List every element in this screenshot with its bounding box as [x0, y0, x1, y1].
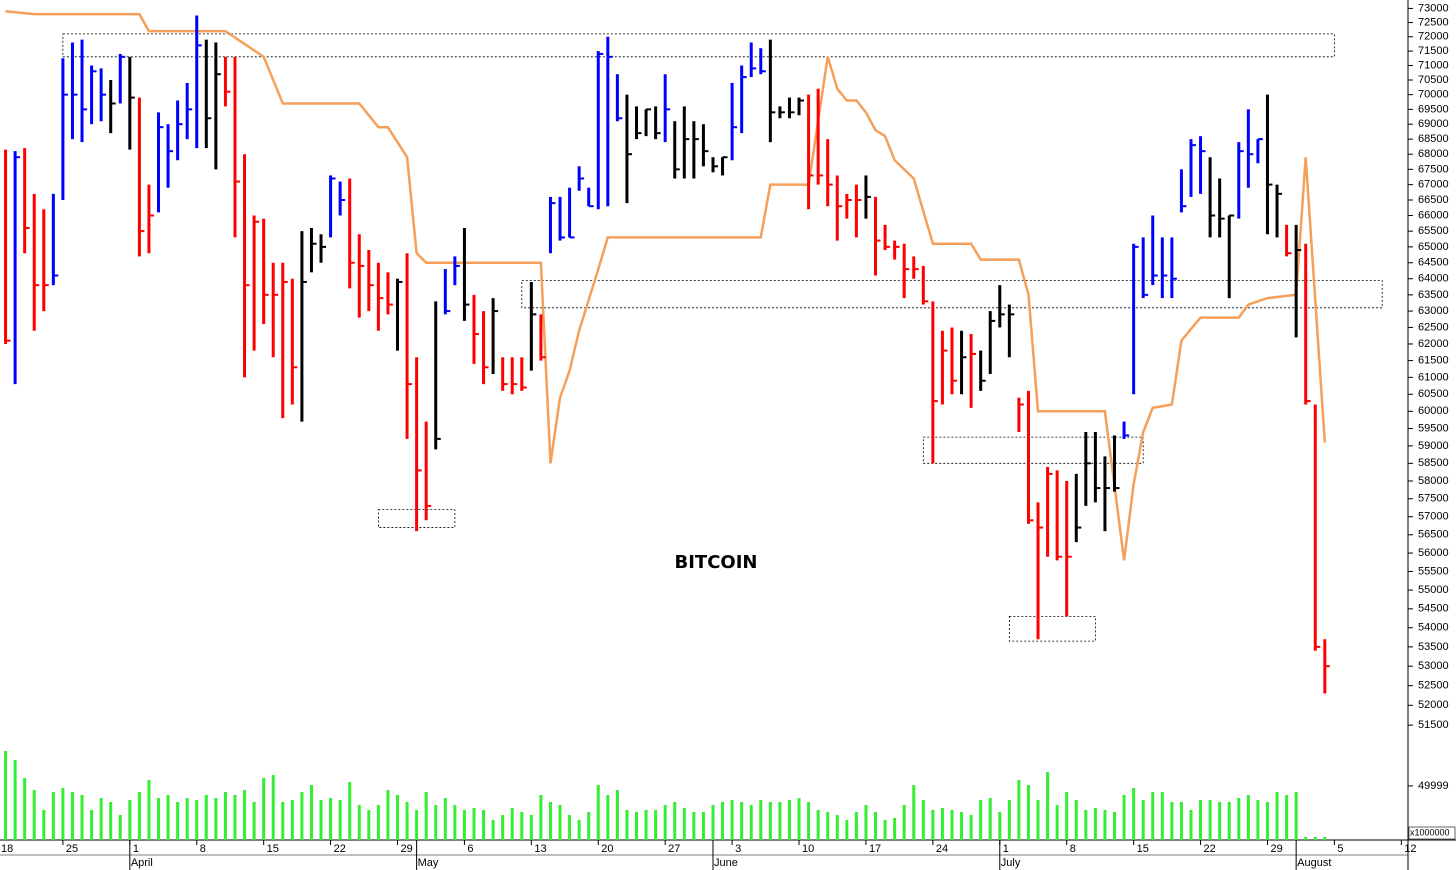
y-tick-label: 55500 [1418, 565, 1449, 577]
y-tick-label: 63000 [1418, 305, 1449, 317]
y-tick-label: 71500 [1418, 45, 1449, 57]
y-tick-label: 69500 [1418, 103, 1449, 115]
y-tick-label: 62500 [1418, 321, 1449, 333]
y-tick-label: 52500 [1418, 680, 1449, 692]
month-label: April [131, 857, 153, 869]
x-tick-label: 18 [1, 843, 13, 855]
y-tick-label: 53500 [1418, 641, 1449, 653]
x-tick-label: 1 [133, 843, 139, 855]
y-tick-label: 73000 [1418, 2, 1449, 14]
y-tick-label: 68500 [1418, 133, 1449, 145]
y-tick-label: 59000 [1418, 440, 1449, 452]
x-tick-label: 15 [1137, 843, 1149, 855]
y-tick-label: 67000 [1418, 179, 1449, 191]
x-tick-label: 29 [401, 843, 413, 855]
y-tick-label: 61000 [1418, 371, 1449, 383]
volume-unit-box [1408, 826, 1456, 840]
price-zone [1008, 615, 1096, 642]
y-tick-label: 69000 [1418, 118, 1449, 130]
month-label: July [1001, 857, 1021, 869]
x-tick-label: 22 [334, 843, 346, 855]
y-tick-label: 56000 [1418, 547, 1449, 559]
y-tick-label: 72500 [1418, 16, 1449, 28]
month-label: August [1297, 857, 1331, 869]
y-tick-label: 51500 [1418, 719, 1449, 731]
y-tick-label: 70000 [1418, 89, 1449, 101]
month-label: May [418, 857, 439, 869]
y-tick-label: 57000 [1418, 511, 1449, 523]
y-tick-label: 52000 [1418, 699, 1449, 711]
price-zone [922, 436, 1144, 464]
y-tick-label: 55000 [1418, 584, 1449, 596]
y-tick-label: 65000 [1418, 241, 1449, 253]
stop-line [5, 9, 1327, 561]
x-tick-label: 13 [534, 843, 546, 855]
y-tick-label: 57500 [1418, 493, 1449, 505]
y-tick-label: 64500 [1418, 257, 1449, 269]
y-tick-label: 58000 [1418, 475, 1449, 487]
y-tick-label: 56500 [1418, 529, 1449, 541]
y-tick-label: 60500 [1418, 388, 1449, 400]
y-tick-label: 49999 [1418, 780, 1449, 792]
y-tick-label: 61500 [1418, 354, 1449, 366]
y-tick-label: 70500 [1418, 74, 1449, 86]
y-tick-label: 54500 [1418, 603, 1449, 615]
price-zone [62, 33, 1335, 58]
y-tick-label: 66500 [1418, 194, 1449, 206]
x-tick-label: 8 [200, 843, 206, 855]
x-tick-label: 29 [1270, 843, 1282, 855]
x-tick-label: 3 [735, 843, 741, 855]
y-tick-label: 71000 [1418, 59, 1449, 71]
y-tick-label: 59500 [1418, 422, 1449, 434]
x-tick-label: 12 [1404, 843, 1416, 855]
x-tick-label: 15 [267, 843, 279, 855]
x-tick-label: 6 [467, 843, 473, 855]
y-tick-label: 63500 [1418, 289, 1449, 301]
x-tick-label: 8 [1070, 843, 1076, 855]
x-tick-label: 20 [601, 843, 613, 855]
y-tick-label: 60000 [1418, 405, 1449, 417]
y-tick-label: 54000 [1418, 622, 1449, 634]
x-tick-label: 25 [66, 843, 78, 855]
y-tick-label: 65500 [1418, 225, 1449, 237]
y-tick-label: 58500 [1418, 457, 1449, 469]
y-tick-label: 66000 [1418, 209, 1449, 221]
x-tick-label: 27 [668, 843, 680, 855]
y-tick-label: 64000 [1418, 273, 1449, 285]
x-tick-label: 5 [1337, 843, 1343, 855]
x-tick-label: 22 [1204, 843, 1216, 855]
chart-title: BITCOIN [675, 552, 758, 573]
month-label: June [714, 857, 738, 869]
y-tick-label: 72000 [1418, 31, 1449, 43]
x-tick-label: 1 [1003, 843, 1009, 855]
y-tick-label: 68000 [1418, 148, 1449, 160]
x-tick-label: 24 [936, 843, 948, 855]
y-tick-label: 62000 [1418, 338, 1449, 350]
y-tick-label: 67500 [1418, 163, 1449, 175]
x-tick-label: 10 [802, 843, 814, 855]
y-tick-label: 53000 [1418, 660, 1449, 672]
volume-unit-label: x1000000 [1410, 827, 1450, 837]
x-tick-label: 17 [869, 843, 881, 855]
